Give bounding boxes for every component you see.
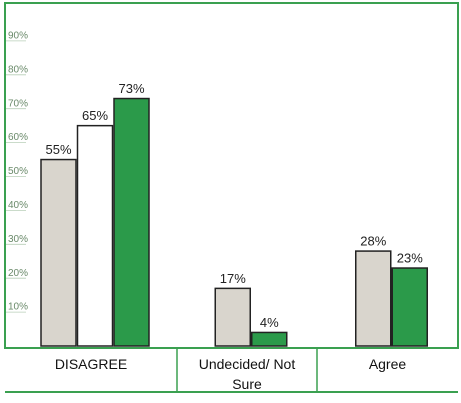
value-label: 4% [260,315,279,330]
y-tick-label: 90% [8,31,28,42]
y-tick-label: 70% [8,98,28,109]
bar [391,267,428,347]
bar [214,287,251,347]
value-label: 55% [45,142,71,157]
value-label: 28% [360,234,386,249]
value-label: 65% [82,108,108,123]
value-label: 17% [220,271,246,286]
y-tick-label: 80% [8,64,28,75]
bar [251,331,288,347]
bar [40,158,77,347]
y-tick-label: 10% [8,302,28,313]
y-tick-label: 60% [8,132,28,143]
value-label: 23% [397,250,423,265]
bar [76,124,114,347]
x-tick-label: Agree [368,356,407,372]
y-tick-label: 20% [8,268,28,279]
bar [113,97,150,347]
y-tick-label: 40% [8,200,28,211]
bar [355,250,392,347]
y-tick-label: 50% [8,166,28,177]
x-tick-label: Undecided/ Not Sure [198,356,296,392]
y-tick-label: 30% [8,234,28,245]
plot-border [4,2,459,349]
value-label: 73% [118,81,144,96]
x-tick-label: DISAGREE [54,356,128,372]
